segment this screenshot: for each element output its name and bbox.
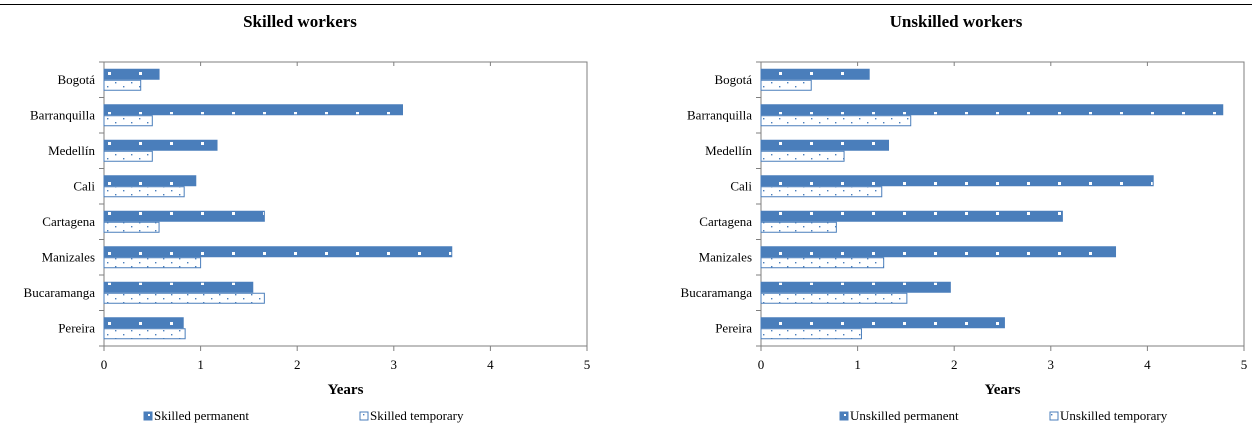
bar-temporary: [103, 292, 265, 304]
category-label: Cali: [730, 178, 752, 193]
bar-temporary: [760, 292, 908, 304]
x-tick-label: 3: [391, 357, 398, 372]
bar-permanent: [760, 210, 1063, 222]
x-axis-label: Years: [985, 382, 1021, 398]
legend-label: Unskilled permanent: [850, 408, 959, 423]
skilled-workers-chart: Skilled workers 0 1 2 3 4 5 Years Bogotá Barranqu…: [24, 12, 591, 423]
top-rule: [0, 4, 1252, 5]
legend-label: Skilled permanent: [154, 408, 249, 423]
category-label: Pereira: [58, 320, 95, 335]
category-label: Barranquilla: [687, 107, 752, 122]
category-label: Bogotá: [57, 72, 95, 87]
bar-temporary: [760, 150, 845, 162]
bar-permanent: [103, 317, 184, 329]
category-label: Manizales: [42, 249, 95, 264]
bar-temporary: [760, 328, 862, 340]
bar-temporary: [103, 328, 186, 340]
x-tick-label: 2: [294, 357, 301, 372]
x-tick-label: 4: [1144, 357, 1151, 372]
category-label: Medellín: [48, 143, 95, 158]
bar-temporary: [760, 186, 883, 198]
bar-permanent: [760, 104, 1224, 116]
bar-permanent: [103, 68, 160, 80]
bar-permanent: [103, 281, 254, 293]
bar-temporary: [103, 186, 185, 198]
category-label: Barranquilla: [30, 107, 95, 122]
x-tick-label: 5: [1241, 357, 1248, 372]
bar-temporary: [103, 257, 202, 269]
legend-label: Unskilled temporary: [1060, 408, 1168, 423]
bar-temporary: [760, 79, 812, 91]
bar-permanent: [760, 139, 890, 151]
bar-temporary: [103, 221, 160, 233]
bar-permanent: [760, 68, 870, 80]
x-tick-label: 1: [197, 357, 204, 372]
legend-swatch-mark: [844, 414, 846, 416]
bar-permanent: [103, 210, 265, 222]
category-label: Cartagena: [42, 214, 95, 229]
chart-title: Skilled workers: [243, 12, 357, 31]
category-label: Bucaramanga: [681, 285, 753, 300]
category-label: Bucaramanga: [24, 285, 96, 300]
legend-swatch-temporary: [1049, 411, 1059, 421]
legend-swatch-mark: [148, 414, 150, 416]
bar-temporary: [760, 221, 837, 233]
bar-permanent: [760, 246, 1117, 258]
category-label: Manizales: [699, 249, 752, 264]
category-label: Cartagena: [699, 214, 752, 229]
bar-temporary: [103, 79, 142, 91]
x-tick-label: 2: [951, 357, 958, 372]
bar-temporary: [760, 115, 912, 127]
category-label: Cali: [73, 178, 95, 193]
bar-temporary: [103, 115, 153, 127]
category-label: Pereira: [715, 320, 752, 335]
x-tick-label: 0: [758, 357, 765, 372]
bar-permanent: [760, 281, 951, 293]
chart-title: Unskilled workers: [890, 12, 1023, 31]
x-tick-label: 1: [854, 357, 861, 372]
x-tick-label: 3: [1048, 357, 1055, 372]
bar-permanent: [760, 175, 1154, 187]
x-axis-label: Years: [328, 382, 364, 398]
bar-permanent: [760, 317, 1005, 329]
bar-permanent: [103, 139, 218, 151]
bar-permanent: [103, 175, 197, 187]
category-label: Bogotá: [714, 72, 752, 87]
x-tick-label: 4: [487, 357, 494, 372]
bar-temporary: [760, 257, 885, 269]
bar-permanent: [103, 104, 403, 116]
category-label: Medellín: [705, 143, 752, 158]
legend-label: Skilled temporary: [370, 408, 464, 423]
unskilled-workers-chart: Unskilled workers 0 1 2 3 4 5 Years Bogotá Barran…: [681, 12, 1248, 423]
bar-permanent: [103, 246, 453, 258]
bar-temporary: [103, 150, 153, 162]
legend-swatch-temporary: [359, 411, 369, 421]
x-tick-label: 5: [584, 357, 591, 372]
x-tick-label: 0: [101, 357, 108, 372]
